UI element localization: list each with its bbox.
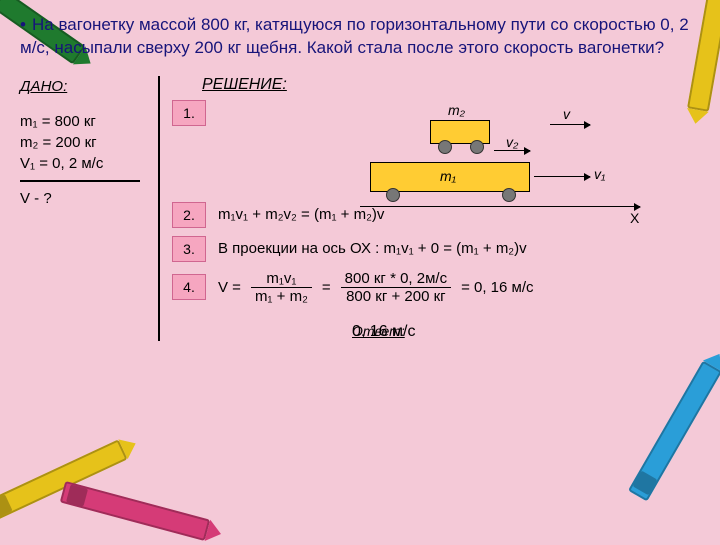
step-box: 2. xyxy=(172,202,206,228)
given-title: ДАНО: xyxy=(20,76,150,97)
answer: Ответ: 0, 16 м/с xyxy=(352,323,700,341)
equation: V = m₁v₁ m₁ + m₂ = 800 кг * 0, 2м/с 800 … xyxy=(218,270,534,305)
given-block: ДАНО: m₁ = 800 кг m₂ = 200 кг V₁ = 0, 2 … xyxy=(20,76,160,341)
step-box: 3. xyxy=(172,236,206,262)
find-line: V - ? xyxy=(20,188,150,209)
solution-title: РЕШЕНИЕ: xyxy=(202,76,287,94)
given-line: m₁ = 800 кг xyxy=(20,111,150,132)
given-line: m₂ = 200 кг xyxy=(20,132,150,153)
crayon-decoration xyxy=(628,361,720,502)
step-box: 1. xyxy=(172,100,206,126)
crayon-decoration xyxy=(60,481,211,541)
given-line: V₁ = 0, 2 м/с xyxy=(20,153,150,174)
cart-diagram: m₂ v v₂ m₁ v₁ X xyxy=(330,120,650,240)
problem-text: •На вагонетку массой 800 кг, катящуюся п… xyxy=(20,14,700,60)
equation: В проекции на ось ОХ : m₁v₁ + 0 = (m₁ + … xyxy=(218,240,527,257)
step-box: 4. xyxy=(172,274,206,300)
